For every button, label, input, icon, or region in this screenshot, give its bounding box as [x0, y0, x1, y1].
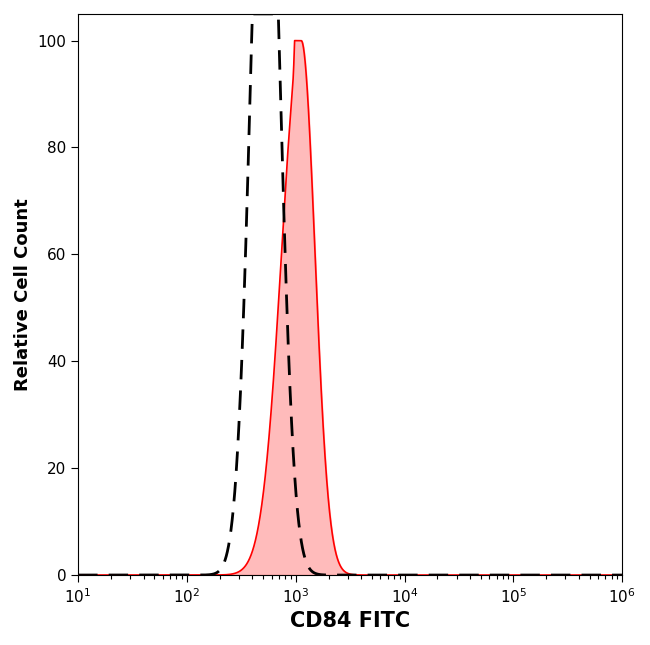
Y-axis label: Relative Cell Count: Relative Cell Count — [14, 198, 32, 391]
X-axis label: CD84 FITC: CD84 FITC — [290, 611, 410, 631]
